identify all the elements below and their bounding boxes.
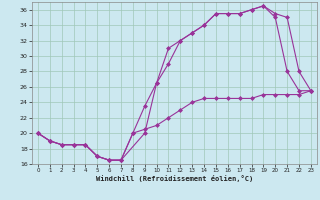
X-axis label: Windchill (Refroidissement éolien,°C): Windchill (Refroidissement éolien,°C) xyxy=(96,175,253,182)
